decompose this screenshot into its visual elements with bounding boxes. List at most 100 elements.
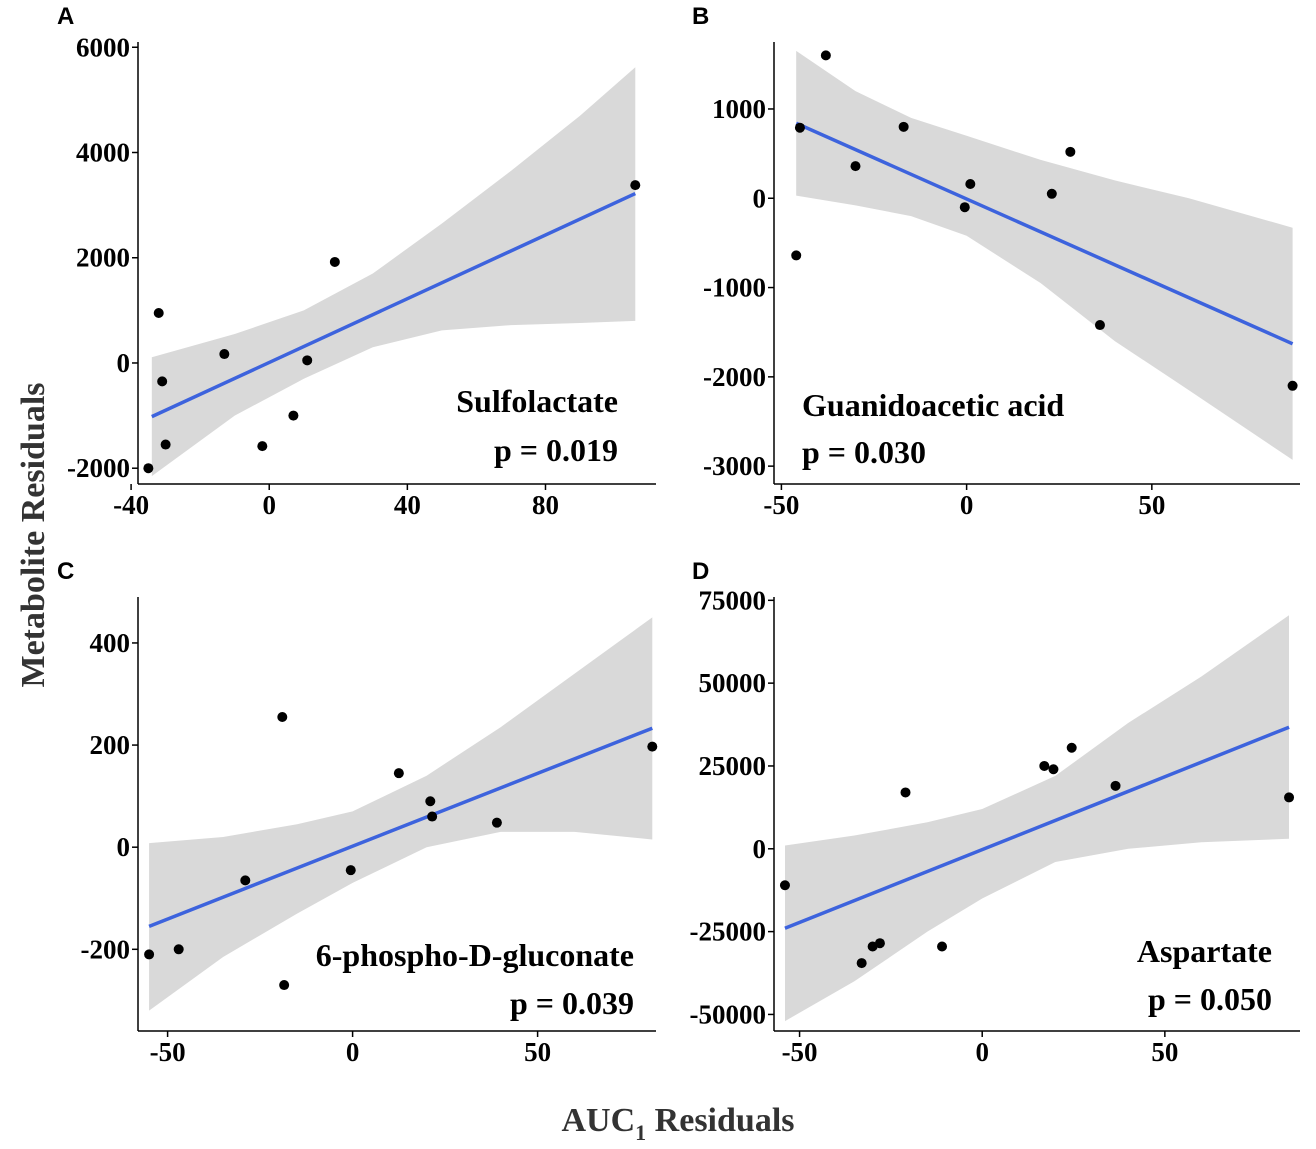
y-tick-label: 400 bbox=[90, 628, 131, 658]
y-tick-label: -25000 bbox=[690, 917, 767, 947]
metabolite-label: 6-phospho-D-gluconate bbox=[316, 937, 634, 973]
data-point bbox=[160, 439, 171, 450]
fit-line bbox=[784, 725, 1290, 930]
data-point bbox=[277, 711, 288, 722]
x-axis-title: AUC1 Residuals bbox=[562, 1102, 795, 1145]
data-point bbox=[1039, 760, 1050, 771]
y-tick-label: 2000 bbox=[76, 243, 130, 273]
data-point bbox=[1284, 792, 1295, 803]
data-point bbox=[959, 202, 970, 213]
data-point bbox=[143, 463, 154, 474]
panel-letter: D bbox=[692, 558, 709, 585]
data-point bbox=[345, 865, 356, 876]
data-point bbox=[937, 941, 948, 952]
data-point bbox=[1065, 146, 1076, 157]
y-tick-label: 0 bbox=[753, 834, 767, 864]
y-tick-label: -2000 bbox=[67, 453, 130, 483]
y-tick-label: 25000 bbox=[699, 751, 767, 781]
y-tick-label: 0 bbox=[117, 832, 131, 862]
p-value-label: p = 0.039 bbox=[510, 985, 634, 1021]
y-tick-label: -200 bbox=[81, 934, 131, 964]
panel-A: A -2000 0 2000 4000 6000 -40 0 40 80 Sulfolactate p… bbox=[57, 3, 656, 520]
data-point bbox=[240, 875, 251, 886]
x-tick-label: 50 bbox=[1151, 1037, 1178, 1067]
data-point bbox=[630, 180, 641, 191]
y-tick-label: -50000 bbox=[690, 999, 767, 1029]
panel-letter: B bbox=[692, 3, 709, 30]
x-tick-label: -40 bbox=[113, 490, 149, 520]
metabolite-label: Sulfolactate bbox=[456, 383, 618, 419]
data-point bbox=[820, 50, 831, 61]
x-tick-label: 0 bbox=[975, 1037, 989, 1067]
x-tick-label: 80 bbox=[532, 490, 559, 520]
panel-letter: A bbox=[57, 3, 74, 30]
metabolite-label: Aspartate bbox=[1137, 933, 1272, 969]
data-point bbox=[144, 949, 155, 960]
y-tick-label: 0 bbox=[753, 183, 767, 213]
data-point bbox=[856, 958, 867, 969]
x-tick-label: 40 bbox=[394, 490, 421, 520]
data-point bbox=[288, 410, 299, 421]
data-point bbox=[219, 349, 230, 360]
x-tick-label: 0 bbox=[960, 490, 974, 520]
y-tick-label: 6000 bbox=[76, 32, 130, 62]
panel-B: B -3000 -2000 -1000 0 1000 -50 0 50 Guanidoacetic… bbox=[692, 3, 1300, 520]
data-point bbox=[965, 178, 976, 189]
x-tick-label: -50 bbox=[763, 490, 799, 520]
y-tick-label: -3000 bbox=[703, 451, 766, 481]
data-point bbox=[1048, 764, 1059, 775]
data-point bbox=[491, 817, 502, 828]
y-tick-label: 4000 bbox=[76, 138, 130, 168]
data-point bbox=[1110, 780, 1121, 791]
metabolite-label: Guanidoacetic acid bbox=[802, 387, 1064, 423]
y-tick-label: -2000 bbox=[703, 362, 766, 392]
confidence-band bbox=[785, 615, 1289, 1022]
x-tick-label: 0 bbox=[262, 490, 276, 520]
data-point bbox=[850, 161, 861, 172]
data-point bbox=[173, 944, 184, 955]
data-point bbox=[900, 787, 911, 798]
x-tick-label: -50 bbox=[150, 1037, 186, 1067]
x-tick-label: -50 bbox=[782, 1037, 818, 1067]
panel-letter: C bbox=[57, 558, 74, 585]
data-point bbox=[1066, 742, 1077, 753]
data-point bbox=[1046, 188, 1057, 199]
y-tick-label: 1000 bbox=[712, 94, 766, 124]
confidence-band bbox=[149, 617, 653, 1011]
data-point bbox=[302, 355, 313, 366]
y-tick-label: 0 bbox=[117, 348, 131, 378]
data-point bbox=[791, 250, 802, 261]
x-tick-label: 50 bbox=[524, 1037, 551, 1067]
data-point bbox=[427, 811, 438, 822]
confidence-band bbox=[151, 67, 636, 477]
fit-line bbox=[151, 191, 637, 419]
p-value-label: p = 0.019 bbox=[494, 432, 618, 468]
fit-line bbox=[795, 121, 1294, 346]
y-axis-title: Metabolite Residuals bbox=[15, 382, 52, 687]
data-point bbox=[1094, 320, 1105, 331]
data-point bbox=[898, 121, 909, 132]
fit-line bbox=[148, 726, 653, 928]
p-value-label: p = 0.050 bbox=[1148, 981, 1272, 1017]
x-tick-label: 50 bbox=[1138, 490, 1165, 520]
data-point bbox=[279, 980, 290, 991]
data-point bbox=[153, 307, 164, 318]
data-point bbox=[157, 376, 168, 387]
y-tick-label: -1000 bbox=[703, 273, 766, 303]
data-point bbox=[257, 441, 268, 452]
y-tick-label: 50000 bbox=[699, 668, 767, 698]
confidence-band bbox=[796, 50, 1293, 460]
y-tick-label: 75000 bbox=[699, 585, 767, 615]
data-point bbox=[647, 741, 658, 752]
data-point bbox=[393, 768, 404, 779]
y-tick-label: 200 bbox=[90, 730, 131, 760]
data-point bbox=[1287, 380, 1298, 391]
panel-C: C -200 0 200 400 -50 0 50 6-phospho-D-gluconate p… bbox=[57, 558, 658, 1067]
data-point bbox=[425, 796, 436, 807]
data-point bbox=[329, 256, 340, 267]
data-point bbox=[794, 122, 805, 133]
panel-D: D -50000 -25000 0 25000 50000 75000 -50 0 50 Aspar… bbox=[690, 558, 1300, 1067]
data-point bbox=[874, 938, 885, 949]
data-point bbox=[779, 880, 790, 891]
